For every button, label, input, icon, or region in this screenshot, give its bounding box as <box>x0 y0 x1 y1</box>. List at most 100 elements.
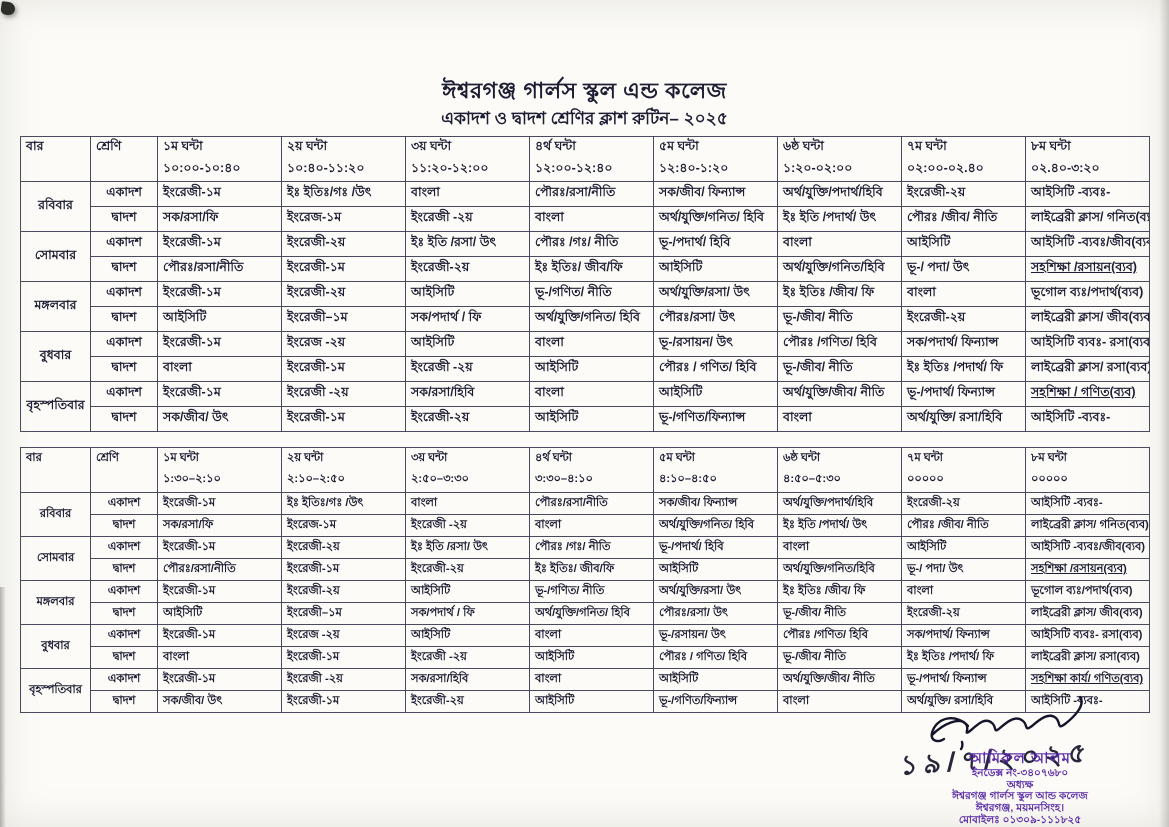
class-column-header: শ্রেণি <box>90 447 158 493</box>
routine-cell: সক/রসা/হিবি <box>405 381 530 407</box>
routine-cell: আইসিটি <box>901 536 1026 559</box>
day-cell: সোমবার <box>20 536 91 581</box>
period-header: ৫ম ঘন্টা ৪:১০–৪:৫০ <box>653 447 778 493</box>
routine-cell: ভূ-/জীব/ নীতি <box>777 356 902 382</box>
routine-cell: আইসিটি <box>653 668 778 691</box>
routine-cell: ভূ-/জীব/ নীতি <box>777 306 902 332</box>
routine-cell: ইংরেজী-২য় <box>901 602 1026 625</box>
class-cell: একাদশ <box>90 492 158 515</box>
routine-cell: পৌরঃ /গঃ/ নীতি <box>529 536 654 559</box>
routine-cell: ইঃ ইতি /রসা/ উৎ <box>405 231 530 257</box>
routine-cell: আইসিটি <box>529 406 654 432</box>
routine-cell: ইংরেজী-১ম <box>157 381 282 407</box>
routine-cell: আইসিটি <box>157 602 282 625</box>
routine-cell: আইসিটি <box>405 580 530 603</box>
routine-cell: ইংরেজী-১ম <box>157 331 282 357</box>
scan-artifact-corner <box>0 1 16 16</box>
period-header: ৪র্থ ঘন্টা ১২:০০-১২:৪০ <box>529 136 654 182</box>
page-title: ঈশ্বরগঞ্জ গার্লস স্কুল এন্ড কলেজ <box>442 78 727 103</box>
routine-cell: ভূ-/জীব/ নীতি <box>777 646 902 669</box>
day-cell: মঙ্গলবার <box>20 580 91 625</box>
routine-cell: ইংরেজী-১ম <box>157 181 282 207</box>
routine-cell: লাইব্রেরী ক্লাস/ গনিত(ব্যব) <box>1025 206 1150 232</box>
routine-cell: আইসিটি <box>405 281 530 307</box>
routine-cell: ইংরেজী -২য় <box>405 646 530 669</box>
routine-cell: লাইব্রেরী ক্লাস/ রসা(ব্যব) <box>1025 646 1150 669</box>
routine-cell: বাংলা <box>157 646 282 669</box>
routine-cell: ভূ-/গণিত/ নীতি <box>529 580 654 603</box>
routine-cell: ইংরেজ -২য় <box>281 331 406 357</box>
period-header: ৩য় ঘন্টা ২:৫০–৩:৩০ <box>405 447 530 493</box>
routine-cell: পৌরঃ /জীব/ নীতি <box>901 206 1026 232</box>
routine-cell: ভূ-/পদার্থ/ হিবি <box>653 536 778 559</box>
routine-cell: ভূ-/গণিত/ফিন্যান্স <box>653 690 778 713</box>
routine-cell: সক/রসা/ফি <box>157 514 282 537</box>
routine-cell: সহশিক্ষা কার্য/ গণিত(ব্যব) <box>1025 668 1150 691</box>
routine-cell: ইঃ ইতিঃ /জীব/ ফি <box>777 281 902 307</box>
routine-cell: ইংরেজী-১ম <box>281 690 406 713</box>
routine-cell: ইঃ ইতিঃ /জীব/ ফি <box>777 580 902 603</box>
routine-cell: ভূ-/গণিত/ফিন্যান্স <box>653 406 778 432</box>
routine-cell: ভূ-/পদার্থ/ ফিন্যান্স <box>901 381 1026 407</box>
class-cell: একাদশ <box>90 231 158 257</box>
routine-cell: ইঃ ইতিঃ /পদার্থ/ ফি <box>901 356 1026 382</box>
routine-cell: বাংলা <box>405 181 530 207</box>
routine-cell: ইংরেজী-২য় <box>281 281 406 307</box>
routine-cell: বাংলা <box>405 492 530 515</box>
routine-cell: অর্থ/যুক্তি/গনিত/ হিবি <box>653 514 778 537</box>
day-cell: বৃহস্পতিবার <box>20 381 91 432</box>
routine-cell: ইংরেজী-২য় <box>281 580 406 603</box>
routine-cell: ইংরেজী-১ম <box>157 624 282 647</box>
routine-cell: আইসিটি <box>653 256 778 282</box>
routine-cell: আইসিটি <box>653 558 778 581</box>
routine-cell: অর্থ/যুক্তি/গনিত/ হিবি <box>529 602 654 625</box>
routine-cell: ইংরেজী-২য় <box>405 256 530 282</box>
day-cell: রবিবার <box>20 181 91 232</box>
class-cell: একাদশ <box>90 331 158 357</box>
stamp-index-no: ইনডেক্স নং-৩৪০৭৬৮০ <box>971 766 1069 779</box>
routine-cell: আইসিটি -ব্যবঃ- <box>1025 492 1150 515</box>
class-cell: দ্বাদশ <box>90 206 158 232</box>
class-cell: দ্বাদশ <box>90 646 158 669</box>
routine-cell: পৌরঃ /জীব/ নীতি <box>901 514 1026 537</box>
routine-cell: আইসিটি <box>529 356 654 382</box>
routine-cell: পৌরঃ/রসা/ উৎ <box>653 306 778 332</box>
routine-cell: পৌরঃ/রসা/নীতি <box>157 256 282 282</box>
routine-cell: ভূ-/ পদা/ উৎ <box>901 256 1026 282</box>
routine-cell: ইংরেজী-২য় <box>405 558 530 581</box>
day-cell: বৃহস্পতিবার <box>20 668 91 713</box>
class-cell: একাদশ <box>90 381 158 407</box>
routine-cell: অর্থ/যুক্তি/গনিত/হিবি <box>777 558 902 581</box>
routine-cell: অর্থ/যুক্তি/জীব/ নীতি <box>777 668 902 691</box>
routine-cell: ইংরেজী -২য় <box>405 206 530 232</box>
routine-cell: ইংরেজী-২য় <box>281 231 406 257</box>
period-header: ১ম ঘন্টা ১:৩০–২:১০ <box>157 447 282 493</box>
stamp-institution: ঈশ্বরগঞ্জ গার্লস স্কুল আন্ড কলেজ <box>952 790 1088 803</box>
routine-cell: লাইব্রেরী ক্লাস/ জীব(ব্যব) <box>1025 602 1150 625</box>
routine-cell: সক/জীব/ উৎ <box>157 690 282 713</box>
routine-cell: ইংরেজী-১ম <box>157 281 282 307</box>
routine-cell: পৌরঃ / গণিত/ হিবি <box>653 356 778 382</box>
routine-cell: ইংরেজী-২য় <box>901 306 1026 332</box>
routine-cell: সক/জীব/ ফিন্যান্স <box>653 181 778 207</box>
routine-cell: ইংরেজী-১ম <box>281 256 406 282</box>
routine-cell: পৌরঃ /গণিত/ হিবি <box>777 624 902 647</box>
routine-cell: সক/রসা/ফি <box>157 206 282 232</box>
routine-cell: ইঃ ইতি /পদার্থ/ উৎ <box>777 514 902 537</box>
routine-cell: অর্থ/যুক্তি/পদার্থ/হিবি <box>777 181 902 207</box>
routine-cell: বাংলা <box>529 668 654 691</box>
stamp-mobile: মোবাইলঃ ০১৩০৯-১১১৮২৫ <box>958 813 1082 826</box>
routine-cell: ভূ-/রসায়ন/ উৎ <box>653 331 778 357</box>
class-cell: দ্বাদশ <box>90 406 158 432</box>
routine-cell: ভূ-/গণিত/ নীতি <box>529 281 654 307</box>
routine-cell: আইসিটি <box>405 624 530 647</box>
routine-cell: পৌরঃ/রসা/নীতি <box>157 558 282 581</box>
class-cell: দ্বাদশ <box>90 256 158 282</box>
signature-area: ১৯/৭/২০২৫ আমিরুল আলম ইনডেক্স নং-৩৪০৭৬৮০ … <box>872 693 1169 827</box>
class-cell: একাদশ <box>90 281 158 307</box>
routine-cell: ইংরেজী-১ম <box>281 558 406 581</box>
routine-cell: বাংলা <box>157 356 282 382</box>
routine-cell: অর্থ/যুক্তি/রসা/ উৎ <box>653 580 778 603</box>
routine-cell: বাংলা <box>529 381 654 407</box>
routine-cell: আইসিটি <box>529 690 654 713</box>
